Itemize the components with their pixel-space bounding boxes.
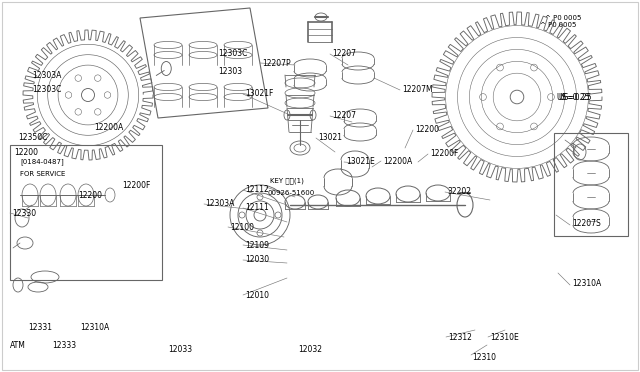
- Text: KEY キー(1): KEY キー(1): [270, 178, 304, 184]
- Text: 13021F: 13021F: [245, 90, 273, 99]
- Text: ^ P0 0005: ^ P0 0005: [540, 22, 577, 28]
- Text: 12310A: 12310A: [80, 324, 109, 333]
- Text: 12200F: 12200F: [430, 148, 458, 157]
- Bar: [554, 133, 628, 236]
- Text: 12033: 12033: [168, 344, 192, 353]
- Text: 12333: 12333: [52, 340, 76, 350]
- Text: 12331: 12331: [28, 324, 52, 333]
- Text: 12200A: 12200A: [94, 124, 124, 132]
- Text: 12200: 12200: [14, 148, 38, 157]
- Text: 12207: 12207: [332, 112, 356, 121]
- Text: 12310: 12310: [472, 353, 496, 362]
- Text: 12030: 12030: [245, 256, 269, 264]
- Text: 12310E: 12310E: [490, 333, 519, 341]
- Text: 12112: 12112: [245, 186, 269, 195]
- Text: 12207M: 12207M: [402, 86, 433, 94]
- Text: [0184-0487]: [0184-0487]: [20, 158, 64, 166]
- Text: 12330: 12330: [12, 208, 36, 218]
- Text: ^ P0 0005: ^ P0 0005: [545, 15, 581, 21]
- Text: 12109: 12109: [245, 241, 269, 250]
- Text: US=0.25: US=0.25: [556, 93, 589, 103]
- Text: 12310A: 12310A: [572, 279, 601, 289]
- Text: 12100: 12100: [230, 222, 254, 231]
- Text: 12032: 12032: [298, 344, 322, 353]
- Text: 12207S: 12207S: [572, 219, 601, 228]
- Text: 00926-51600: 00926-51600: [268, 190, 316, 196]
- Text: 12303A: 12303A: [32, 71, 61, 80]
- Text: 12010: 12010: [245, 291, 269, 299]
- Text: 12200A: 12200A: [383, 157, 412, 166]
- Text: US=0.25: US=0.25: [558, 93, 591, 102]
- Text: 12312: 12312: [448, 333, 472, 341]
- Text: 12200: 12200: [415, 125, 439, 135]
- Text: 12303C: 12303C: [32, 86, 61, 94]
- Text: 12200F: 12200F: [122, 182, 150, 190]
- Text: 12303C: 12303C: [218, 49, 248, 58]
- Text: 12111: 12111: [245, 203, 269, 212]
- Text: 32202: 32202: [447, 187, 471, 196]
- Text: 12207: 12207: [332, 49, 356, 58]
- Text: 12303A: 12303A: [205, 199, 234, 208]
- Text: 12350C: 12350C: [18, 134, 47, 142]
- Text: 12200: 12200: [78, 192, 102, 201]
- Text: 13021: 13021: [318, 134, 342, 142]
- Text: ATM: ATM: [10, 340, 26, 350]
- Bar: [10, 145, 162, 280]
- Text: 12303: 12303: [218, 67, 242, 76]
- Text: 12207P: 12207P: [262, 58, 291, 67]
- Text: 13021E: 13021E: [346, 157, 375, 166]
- Text: FOR SERVICE: FOR SERVICE: [20, 171, 65, 177]
